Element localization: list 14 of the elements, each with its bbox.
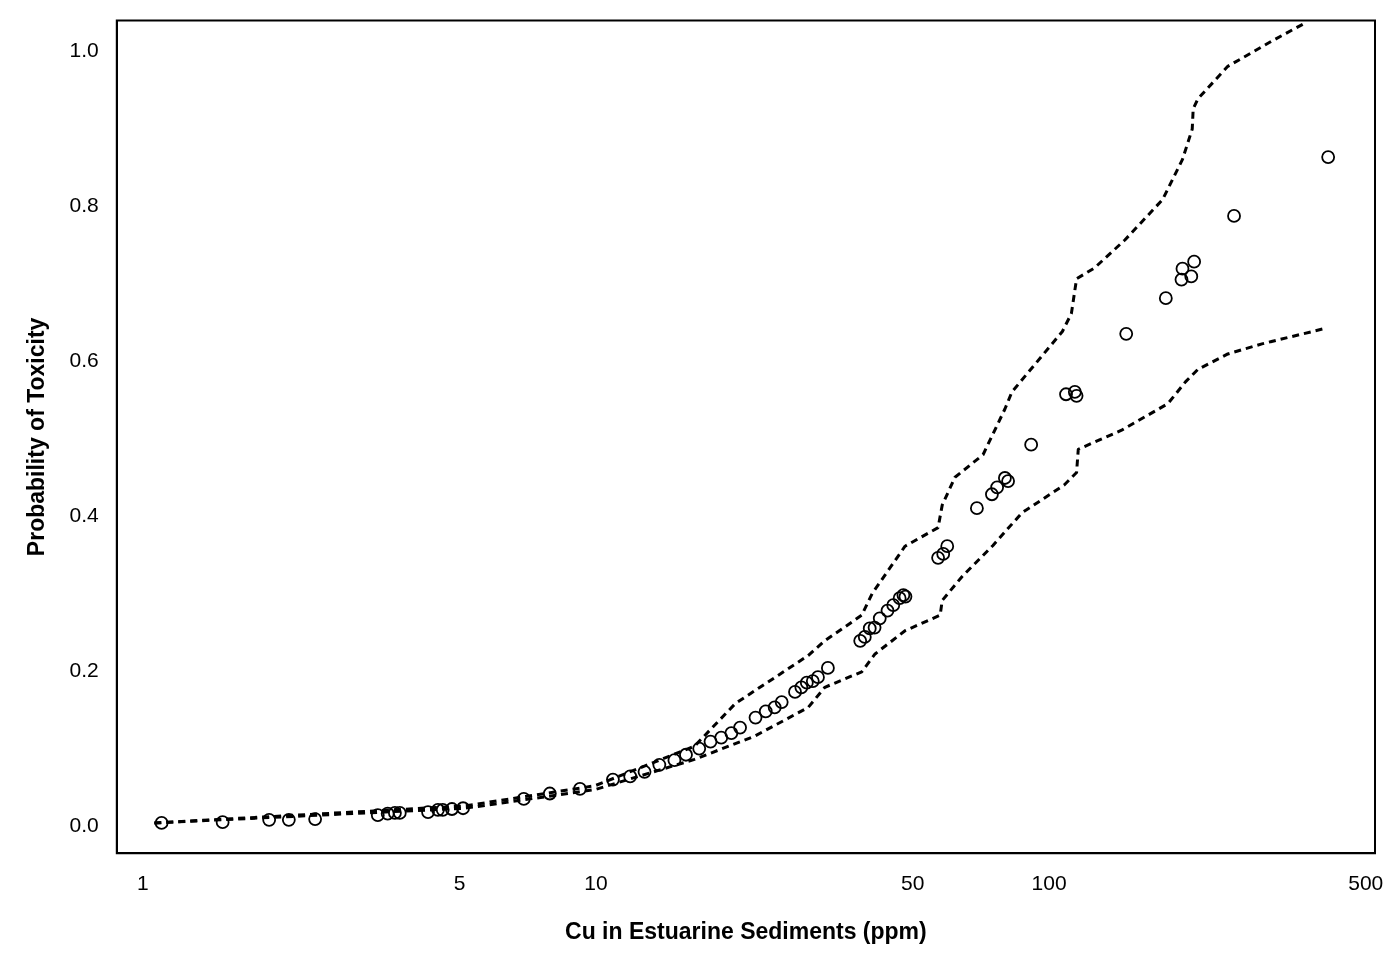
x-tick-label: 50 — [900, 870, 925, 894]
y-tick-label: 1.0 — [69, 37, 99, 61]
x-tick-label: 1 — [137, 870, 149, 894]
y-tick-label: 0.8 — [69, 192, 99, 216]
y-axis-title: Probability of Toxicity — [23, 317, 50, 557]
x-tick-label: 10 — [584, 870, 608, 894]
y-tick-label: 0.6 — [69, 347, 99, 371]
y-tick-label: 0.4 — [69, 502, 100, 526]
x-tick-label: 100 — [1031, 870, 1067, 894]
y-tick-label: 0.2 — [69, 657, 99, 681]
y-tick-label: 0.0 — [69, 812, 99, 836]
x-tick-label: 5 — [453, 870, 466, 894]
x-tick-label: 500 — [1348, 870, 1384, 894]
x-axis-title: Cu in Estuarine Sediments (ppm) — [565, 917, 927, 944]
